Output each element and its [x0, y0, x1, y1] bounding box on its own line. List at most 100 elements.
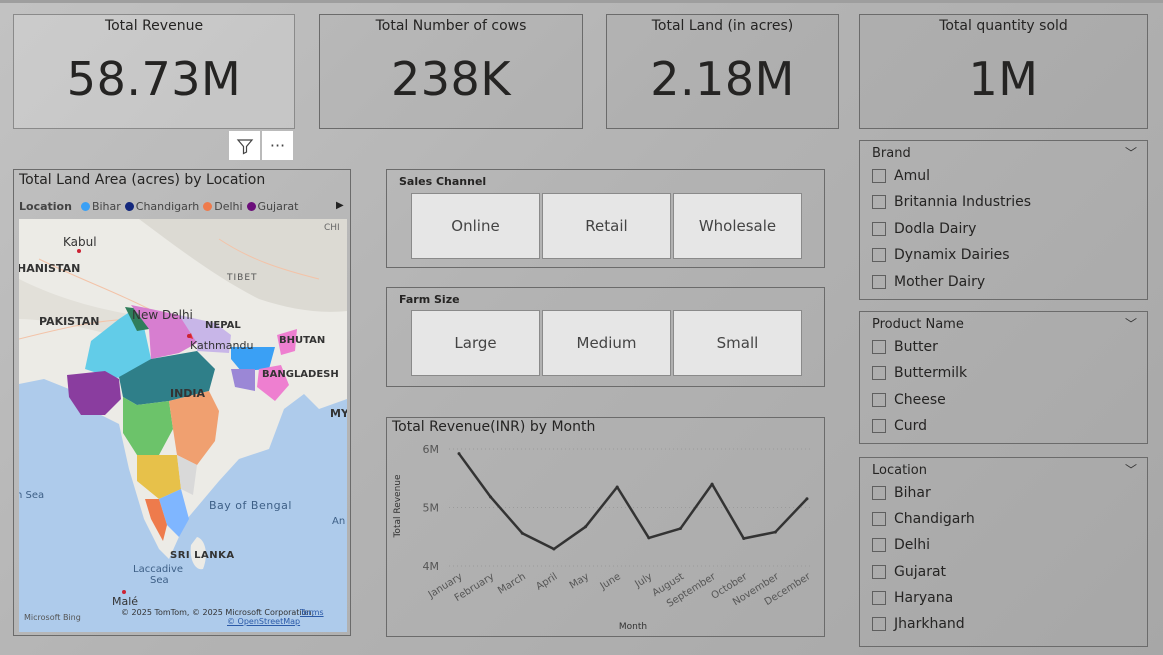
land-area-map-visual[interactable]: Total Land Area (acres) by Location Loca…	[13, 169, 351, 636]
checkbox[interactable]	[872, 366, 886, 380]
checkbox[interactable]	[872, 617, 886, 631]
item-label: Cheese	[894, 392, 946, 408]
card-title: Total Land (in acres)	[651, 18, 794, 34]
map-label: n Sea	[19, 490, 45, 501]
item-label: Gujarat	[894, 564, 947, 580]
item-label: Jharkhand	[894, 616, 965, 632]
checkbox[interactable]	[872, 512, 886, 526]
checkbox[interactable]	[872, 591, 886, 605]
revenue-line	[457, 452, 808, 551]
tile-group: Online Retail Wholesale	[411, 193, 802, 259]
product-item-cheese[interactable]: Cheese	[872, 392, 946, 408]
item-label: Buttermilk	[894, 365, 968, 381]
item-label: Dynamix Dairies	[894, 247, 1010, 263]
data-point	[773, 530, 777, 534]
more-options-icon[interactable]: ···	[262, 131, 293, 160]
location-item-haryana[interactable]: Haryana	[872, 590, 953, 606]
item-label: Delhi	[894, 537, 931, 553]
slicer-title: Location	[872, 463, 927, 478]
y-tick-label: 4M	[423, 560, 440, 573]
tile-large[interactable]: Large	[411, 310, 540, 376]
checkbox[interactable]	[872, 565, 886, 579]
tile-small[interactable]: Small	[673, 310, 802, 376]
tile-retail[interactable]: Retail	[542, 193, 671, 259]
map-label: INDIA	[170, 387, 206, 400]
checkbox[interactable]	[872, 419, 886, 433]
data-point	[457, 452, 461, 456]
legend-item: Bihar	[91, 200, 121, 213]
tile-group: Large Medium Small	[411, 310, 802, 376]
map-label: Malé	[112, 595, 139, 608]
legend-label: Location	[19, 200, 72, 213]
chevron-down-icon[interactable]: ﹀	[1124, 463, 1137, 477]
product-item-buttermilk[interactable]: Buttermilk	[872, 365, 967, 381]
location-item-chandigarh[interactable]: Chandigarh	[872, 511, 975, 527]
checkbox[interactable]	[872, 340, 886, 354]
top-border	[0, 0, 1163, 3]
checkbox[interactable]	[872, 486, 886, 500]
item-label: Chandigarh	[894, 511, 975, 527]
map-legend: Location Bihar Chandigarh Delhi Gujarat	[19, 200, 298, 213]
map-label: New Delhi	[132, 308, 193, 322]
total-cows-card[interactable]: Total Number of cows 238K	[319, 14, 583, 129]
farm-size-slicer[interactable]: Farm Size Large Medium Small	[386, 287, 825, 387]
terms-link[interactable]: Terms	[300, 608, 324, 617]
card-title: Total Revenue	[104, 18, 204, 34]
brand-item-mother-dairy[interactable]: Mother Dairy	[872, 274, 985, 290]
checkbox[interactable]	[872, 275, 886, 289]
total-revenue-card[interactable]: Total Revenue 58.73M	[13, 14, 295, 129]
map-label: Kathmandu	[190, 339, 254, 352]
data-point	[615, 485, 619, 489]
chevron-down-icon[interactable]: ﹀	[1124, 317, 1137, 331]
total-quantity-card[interactable]: Total quantity sold 1M	[859, 14, 1148, 129]
location-item-bihar[interactable]: Bihar	[872, 485, 931, 501]
sales-channel-slicer[interactable]: Sales Channel Online Retail Wholesale	[386, 169, 825, 268]
legend-item: Gujarat	[257, 200, 299, 213]
checkbox[interactable]	[872, 195, 886, 209]
brand-item-amul[interactable]: Amul	[872, 168, 930, 184]
card-value: 2.18M	[650, 52, 795, 106]
item-label: Bihar	[894, 485, 931, 501]
legend-dot-bihar	[80, 202, 90, 211]
bing-logo: Microsoft Bing	[24, 613, 81, 622]
legend-item: Chandigarh	[135, 200, 200, 213]
legend-dot-delhi	[203, 202, 213, 211]
location-item-jharkhand[interactable]: Jharkhand	[872, 616, 965, 632]
checkbox[interactable]	[872, 538, 886, 552]
slicer-title: Farm Size	[399, 293, 460, 306]
brand-item-britannia[interactable]: Britannia Industries	[872, 194, 1031, 210]
brand-item-dynamix[interactable]: Dynamix Dairies	[872, 247, 1010, 263]
osm-link[interactable]: © OpenStreetMap	[227, 617, 301, 626]
checkbox[interactable]	[872, 222, 886, 236]
brand-slicer[interactable]: Brand ﹀ Amul Britannia Industries Dodla …	[859, 140, 1148, 300]
data-point	[647, 536, 651, 540]
chevron-down-icon[interactable]: ﹀	[1124, 146, 1137, 160]
tile-wholesale[interactable]: Wholesale	[673, 193, 802, 259]
map-canvas[interactable]: Kabul HANISTAN TIBET PAKISTAN New Delhi …	[19, 219, 347, 632]
tile-online[interactable]: Online	[411, 193, 540, 259]
map-label: Laccadive	[133, 564, 184, 575]
location-item-delhi[interactable]: Delhi	[872, 537, 930, 553]
data-point	[552, 547, 556, 551]
map-title: Total Land Area (acres) by Location	[19, 172, 266, 188]
checkbox[interactable]	[872, 169, 886, 183]
location-item-gujarat[interactable]: Gujarat	[872, 564, 946, 580]
map-label: BHUTAN	[279, 335, 326, 346]
visual-header-icons: ···	[229, 131, 293, 160]
tile-medium[interactable]: Medium	[542, 310, 671, 376]
product-item-butter[interactable]: Butter	[872, 339, 938, 355]
checkbox[interactable]	[872, 248, 886, 262]
location-slicer[interactable]: Location ﹀ Bihar Chandigarh Delhi Gujara…	[859, 457, 1148, 647]
product-item-curd[interactable]: Curd	[872, 418, 927, 434]
revenue-by-month-chart[interactable]: Total Revenue(INR) by Month 4M 5M 6M Total …	[386, 417, 825, 637]
brand-item-dodla[interactable]: Dodla Dairy	[872, 221, 976, 237]
filter-icon[interactable]	[229, 131, 260, 160]
product-name-slicer[interactable]: Product Name ﹀ Butter Buttermilk Cheese …	[859, 311, 1148, 444]
card-value: 238K	[391, 52, 511, 106]
legend-next-arrow-icon[interactable]: ▶	[336, 200, 344, 211]
map-copyright: © 2025 TomTom, © 2025 Microsoft Corporat…	[121, 608, 315, 617]
checkbox[interactable]	[872, 393, 886, 407]
item-label: Amul	[894, 168, 930, 184]
total-land-card[interactable]: Total Land (in acres) 2.18M	[606, 14, 839, 129]
